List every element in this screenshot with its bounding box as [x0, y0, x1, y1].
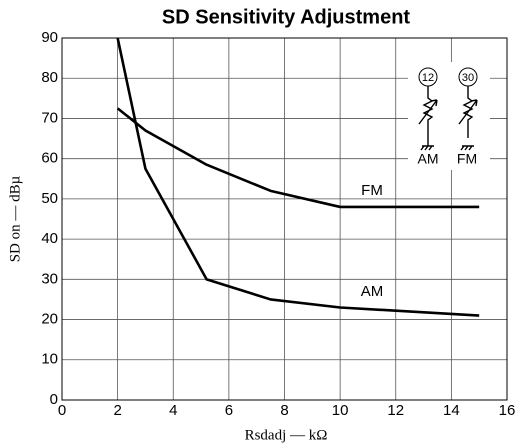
pin-label: 30 — [462, 72, 474, 84]
series-label: AM — [361, 283, 384, 300]
plot-area: 0 10 20 30 40 50 60 70 80 90 0 2 4 6 8 10 12 14 16 AM FM — [41, 29, 515, 419]
x-tick-label: 4 — [169, 402, 177, 419]
x-tick-label: 6 — [225, 402, 233, 419]
x-tick-label: 16 — [499, 402, 516, 419]
y-tick-label: 60 — [41, 150, 58, 167]
y-tick-label: 0 — [50, 391, 58, 408]
x-tick-label: 10 — [332, 402, 349, 419]
inset-label: FM — [457, 151, 477, 167]
x-tick-label: 2 — [113, 402, 121, 419]
x-tick-label: 0 — [58, 402, 66, 419]
y-axis-label: SD on — dBµ — [7, 175, 23, 262]
series-line — [116, 37, 480, 317]
y-tick-label: 20 — [41, 311, 58, 328]
x-tick-label: 12 — [387, 402, 404, 419]
inset-schematic: 12 30 AM FM — [408, 62, 490, 170]
y-tick-label: 80 — [41, 69, 58, 86]
series-label: FM — [361, 182, 383, 199]
y-tick-label: 90 — [41, 29, 58, 46]
x-tick-label: 14 — [443, 402, 460, 419]
x-tick-label: 8 — [280, 402, 288, 419]
y-tick-label: 10 — [41, 351, 58, 368]
series-line — [116, 107, 480, 209]
chart-title: SD Sensitivity Adjustment — [162, 6, 411, 28]
y-tick-label: 70 — [41, 109, 58, 126]
plot-border — [61, 37, 508, 401]
inset-label: AM — [418, 151, 439, 167]
y-tick-label: 50 — [41, 190, 58, 207]
x-axis-label: Rsdadj — kΩ — [245, 427, 328, 443]
y-tick-label: 40 — [41, 230, 58, 247]
pin-label: 12 — [422, 72, 434, 84]
y-tick-label: 30 — [41, 270, 58, 287]
resistor — [458, 86, 478, 151]
